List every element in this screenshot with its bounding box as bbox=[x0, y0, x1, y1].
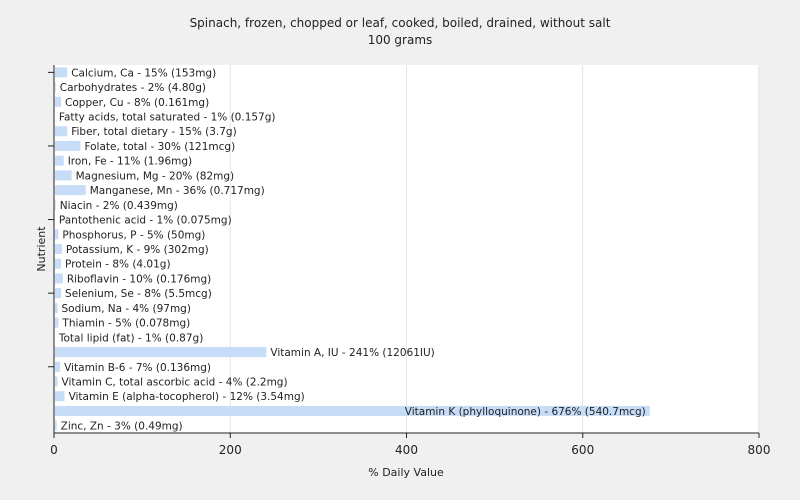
bar bbox=[55, 126, 68, 137]
bar bbox=[55, 67, 68, 78]
bar bbox=[55, 229, 59, 240]
bar bbox=[55, 288, 62, 299]
bar-label: Thiamin - 5% (0.078mg) bbox=[61, 318, 190, 330]
bar bbox=[55, 82, 56, 93]
bar-label: Phosphorus, P - 5% (50mg) bbox=[62, 229, 205, 241]
x-tick-label: 800 bbox=[748, 443, 771, 457]
bar bbox=[55, 302, 58, 313]
bar-label: Calcium, Ca - 15% (153mg) bbox=[71, 67, 216, 79]
bar bbox=[55, 96, 62, 107]
bar-label: Niacin - 2% (0.439mg) bbox=[60, 200, 178, 212]
x-axis-label: % Daily Value bbox=[368, 466, 444, 479]
bar bbox=[55, 405, 650, 416]
bar bbox=[55, 361, 61, 372]
bar-label: Pantothenic acid - 1% (0.075mg) bbox=[59, 215, 232, 227]
bar-labels: Calcium, Ca - 15% (153mg) Carbohydrates -… bbox=[58, 67, 646, 432]
bar bbox=[55, 347, 267, 358]
x-tick-label: 400 bbox=[395, 443, 418, 457]
bar-label: Vitamin B-6 - 7% (0.136mg) bbox=[64, 362, 211, 374]
bar bbox=[55, 258, 62, 269]
y-axis-ticks bbox=[48, 71, 54, 368]
y-axis-label: Nutrient bbox=[35, 226, 48, 272]
bar bbox=[55, 185, 86, 196]
bar bbox=[55, 140, 81, 151]
bar-label: Sodium, Na - 4% (97mg) bbox=[62, 303, 191, 315]
grid-lines bbox=[229, 65, 760, 433]
x-tick-label: 0 bbox=[50, 443, 58, 457]
x-tick-label: 600 bbox=[571, 443, 594, 457]
bar bbox=[55, 376, 58, 387]
bar-label: Folate, total - 30% (121mcg) bbox=[84, 141, 235, 153]
bar-label: Total lipid (fat) - 1% (0.87g) bbox=[58, 332, 203, 344]
bar-label: Selenium, Se - 8% (5.5mcg) bbox=[65, 288, 212, 300]
bar bbox=[55, 317, 59, 328]
bars bbox=[55, 67, 650, 431]
bar-label: Manganese, Mn - 36% (0.717mg) bbox=[90, 185, 265, 197]
bar-label: Magnesium, Mg - 20% (82mg) bbox=[76, 170, 235, 182]
bar bbox=[55, 155, 64, 166]
bar-label: Vitamin E (alpha-tocopherol) - 12% (3.54… bbox=[69, 391, 305, 403]
bar-label: Potassium, K - 9% (302mg) bbox=[66, 244, 209, 256]
bar bbox=[55, 391, 65, 402]
bar-label: Fatty acids, total saturated - 1% (0.157… bbox=[59, 112, 276, 124]
bar bbox=[55, 243, 62, 255]
bar-label: Fiber, total dietary - 15% (3.7g) bbox=[71, 126, 236, 138]
bar-label: Carbohydrates - 2% (4.80g) bbox=[60, 82, 206, 94]
bar-label: Iron, Fe - 11% (1.96mg) bbox=[68, 156, 192, 168]
x-axis-ticks: 0 200 400 600 800 bbox=[50, 433, 770, 457]
bar bbox=[55, 420, 57, 431]
x-tick-label: 200 bbox=[219, 443, 242, 457]
bar bbox=[55, 273, 63, 284]
bar-label: Vitamin C, total ascorbic acid - 4% (2.2… bbox=[62, 376, 288, 388]
bar bbox=[55, 170, 72, 181]
bar-label: Protein - 8% (4.01g) bbox=[65, 259, 171, 271]
bar-label: Copper, Cu - 8% (0.161mg) bbox=[65, 97, 209, 109]
chart-subtitle: 100 grams bbox=[368, 33, 433, 47]
bar-label: Zinc, Zn - 3% (0.49mg) bbox=[61, 421, 183, 433]
chart-title: Spinach, frozen, chopped or leaf, cooked… bbox=[190, 16, 611, 30]
bar-label: Riboflavin - 10% (0.176mg) bbox=[67, 273, 211, 285]
bar bbox=[55, 199, 56, 210]
bar-label: Vitamin K (phylloquinone) - 676% (540.7m… bbox=[405, 406, 646, 418]
bar-label: Vitamin A, IU - 241% (12061IU) bbox=[270, 347, 434, 359]
